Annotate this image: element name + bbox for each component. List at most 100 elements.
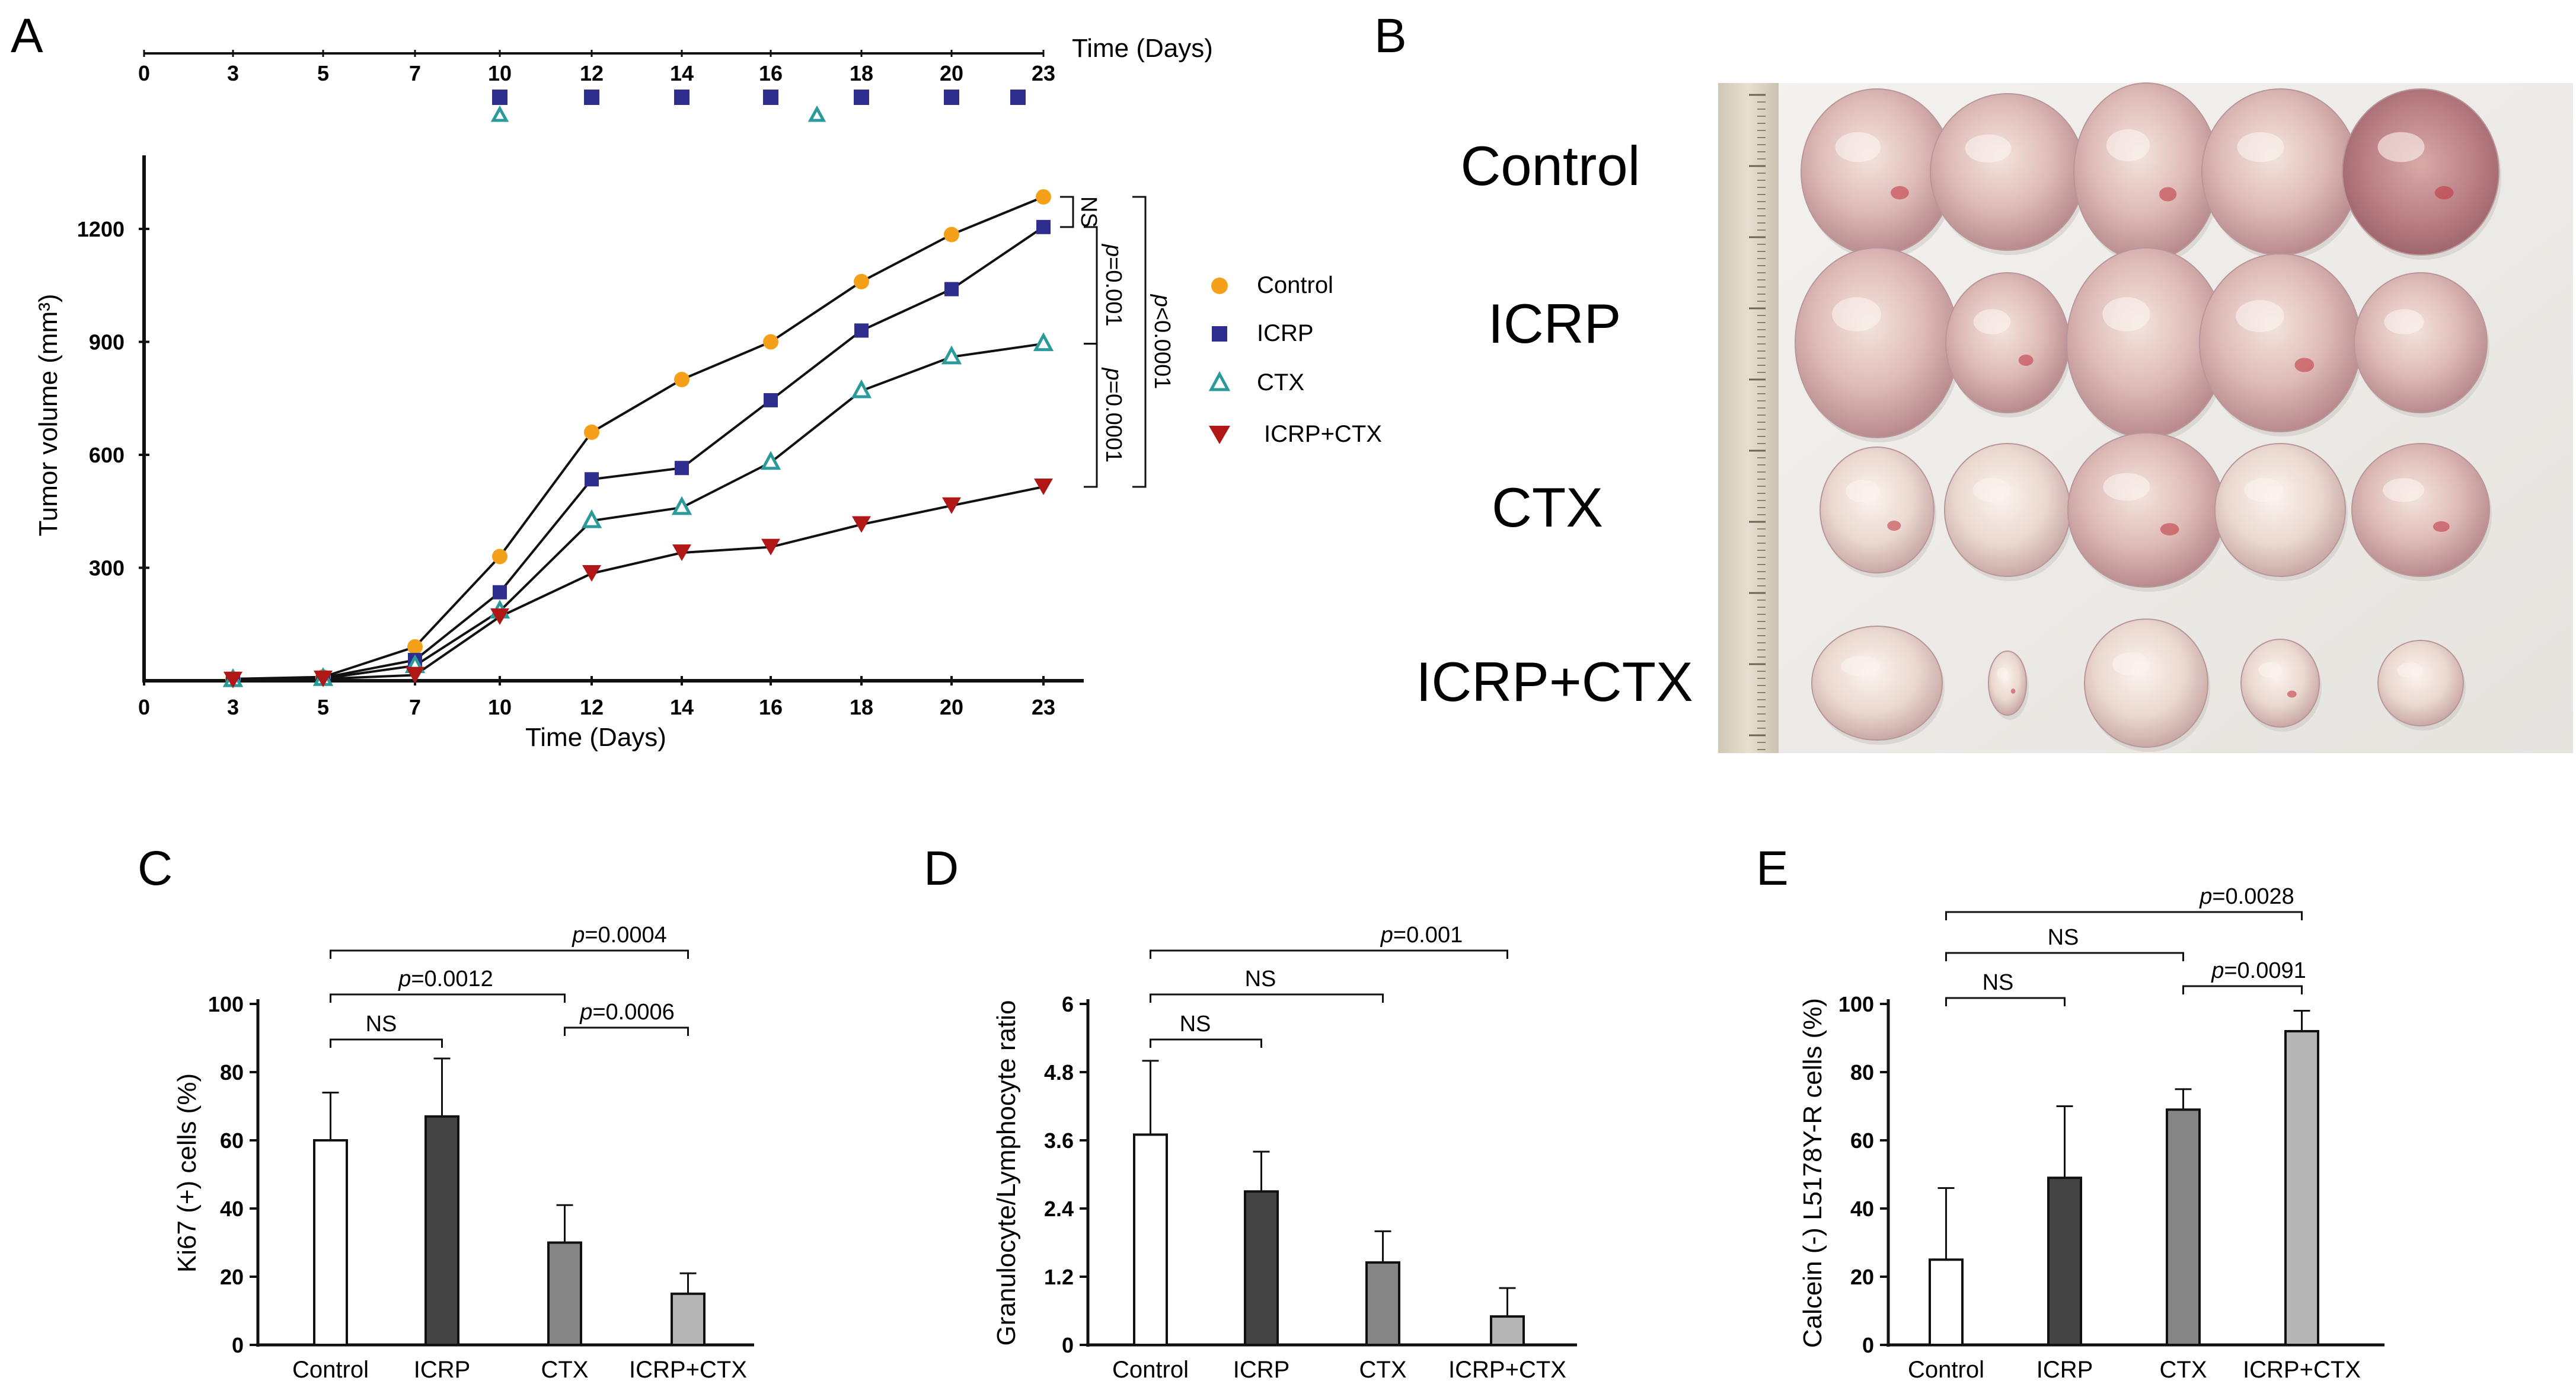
data-point-control [763,334,778,350]
x-tick-label: 10 [488,695,512,719]
schedule-ctx-marker [807,105,826,122]
series-line-icrp-ctx [232,486,1044,681]
data-point-control [1036,189,1051,205]
tumor-blood-spot [2294,358,2315,372]
y-tick-label: 40 [1850,1197,1874,1221]
y-tick-label: 80 [1850,1060,1874,1085]
legend-label: ICRP+CTX [1264,421,1382,447]
legend-marker-control [1211,278,1228,294]
significance-bracket [1945,952,2184,961]
panel-c-ki67-bar-chart: 0 20 40 60 80 100 Ki67 (+) cells (%) Control ICR… [173,923,754,1383]
x-tick-label: 5 [317,695,329,719]
tumor-blood-spot [2160,523,2179,535]
tumor-specimen [1944,443,2071,577]
legend-marker-ctx [1208,371,1231,391]
data-point-icrp-ctx [1034,478,1053,495]
data-point-icrp [764,393,778,407]
schedule-axis-title: Time (Days) [1072,34,1213,63]
y-tick-label: 4.8 [1044,1060,1074,1085]
significance-label: NS [1245,967,1276,991]
data-point-ctx [1033,332,1054,352]
y-tick-label: 6 [1062,992,1074,1016]
data-point-ctx [671,496,692,515]
x-tick-label: 20 [940,695,963,719]
schedule-icrp-marker [763,90,778,105]
schedule-tick-label: 16 [759,61,783,85]
tumor-specimen [2214,443,2346,577]
legend-label: CTX [1257,369,1304,396]
significance-bracket [330,1038,443,1048]
bar-icrp [2047,1176,2082,1346]
schedule-tick-label: 14 [670,61,694,85]
bar-control [313,1139,348,1346]
y-tick-label: 100 [208,992,244,1016]
data-point-icrp-ctx [942,497,961,514]
x-axis-title: Time (Days) [525,723,666,752]
y-tick-label: 20 [220,1265,244,1289]
data-point-icrp-ctx [761,538,780,556]
significance-bracket [564,1026,689,1036]
panel-letter-d: D [924,841,959,895]
data-point-icrp [1036,219,1051,234]
bracket-control-icrp [1060,196,1074,228]
photo-row-label-icrp-ctx: ICRP+CTX [1416,651,1693,713]
panel-letter-b: B [1374,9,1407,63]
schedule-icrp-marker [584,90,599,105]
bar-ctx [1365,1261,1400,1347]
y-tick-label: 600 [89,443,125,467]
category-label: CTX [2160,1357,2207,1383]
y-tick-label: 100 [1838,992,1874,1016]
x-tick-label: 14 [670,695,694,719]
schedule-tick-label: 20 [940,61,963,85]
data-point-ctx [581,509,602,528]
significance-label: p=0.0004 [572,923,667,948]
data-point-control [407,639,423,655]
significance-label: NS [1180,1012,1211,1037]
tumor-highlight [1972,478,2011,502]
significance-bracket [1945,911,2303,920]
tumor-blood-spot [2018,355,2034,366]
y-tick-label: 300 [89,556,125,581]
schedule-tick-label: 10 [488,61,512,85]
category-label: Control [292,1357,369,1383]
significance-label: NS [1983,970,2014,995]
x-tick-label: 16 [759,695,783,719]
tumor-highlight [2103,473,2150,501]
category-label: ICRP+CTX [1448,1357,1566,1383]
tumor-specimen [1945,272,2070,413]
schedule-tick-label: 5 [317,61,329,85]
data-point-icrp-ctx [314,670,333,687]
tumor-blood-spot [2010,688,2016,694]
series-line-control [232,196,1044,680]
significance-bracket [1150,1038,1262,1048]
significance-label: NS [366,1012,397,1037]
y-tick-label: 2.4 [1044,1197,1074,1221]
data-point-control [492,549,507,565]
ruler [1718,83,1779,753]
y-tick-label: 0 [1862,1333,1874,1357]
schedule-icrp-marker [492,90,507,105]
panel-a-tumor-growth-chart: 0 3 5 7 10 12 14 16 18 20 23 Time (Days) 300 600 900 12… [34,34,1382,752]
significance-label: p=0.0012 [398,967,493,991]
y-tick-label: 3.6 [1044,1128,1074,1153]
y-tick-label: 900 [89,330,125,355]
tumor-specimen [2073,82,2219,262]
significance-bracket [330,993,566,1003]
schedule-tick-label: 12 [580,61,604,85]
panel-letter-a: A [11,9,43,63]
tumor-specimen [1795,247,1959,438]
bar-icrp [424,1115,459,1346]
x-tick-label: 12 [580,695,604,719]
y-axis-title: Tumor volume (mm³) [34,294,63,536]
bar-icrp-ctx [671,1292,706,1346]
tumor-blood-spot [1887,521,1901,531]
tumor-highlight [2112,652,2150,676]
category-label: Control [1112,1357,1189,1383]
tumor-highlight [2384,309,2424,334]
category-label: ICRP+CTX [629,1357,747,1383]
x-tick-label: 23 [1032,695,1055,719]
schedule-tick-label: 3 [227,61,239,85]
tumor-highlight [2397,662,2423,678]
tumor-highlight [2377,132,2425,162]
